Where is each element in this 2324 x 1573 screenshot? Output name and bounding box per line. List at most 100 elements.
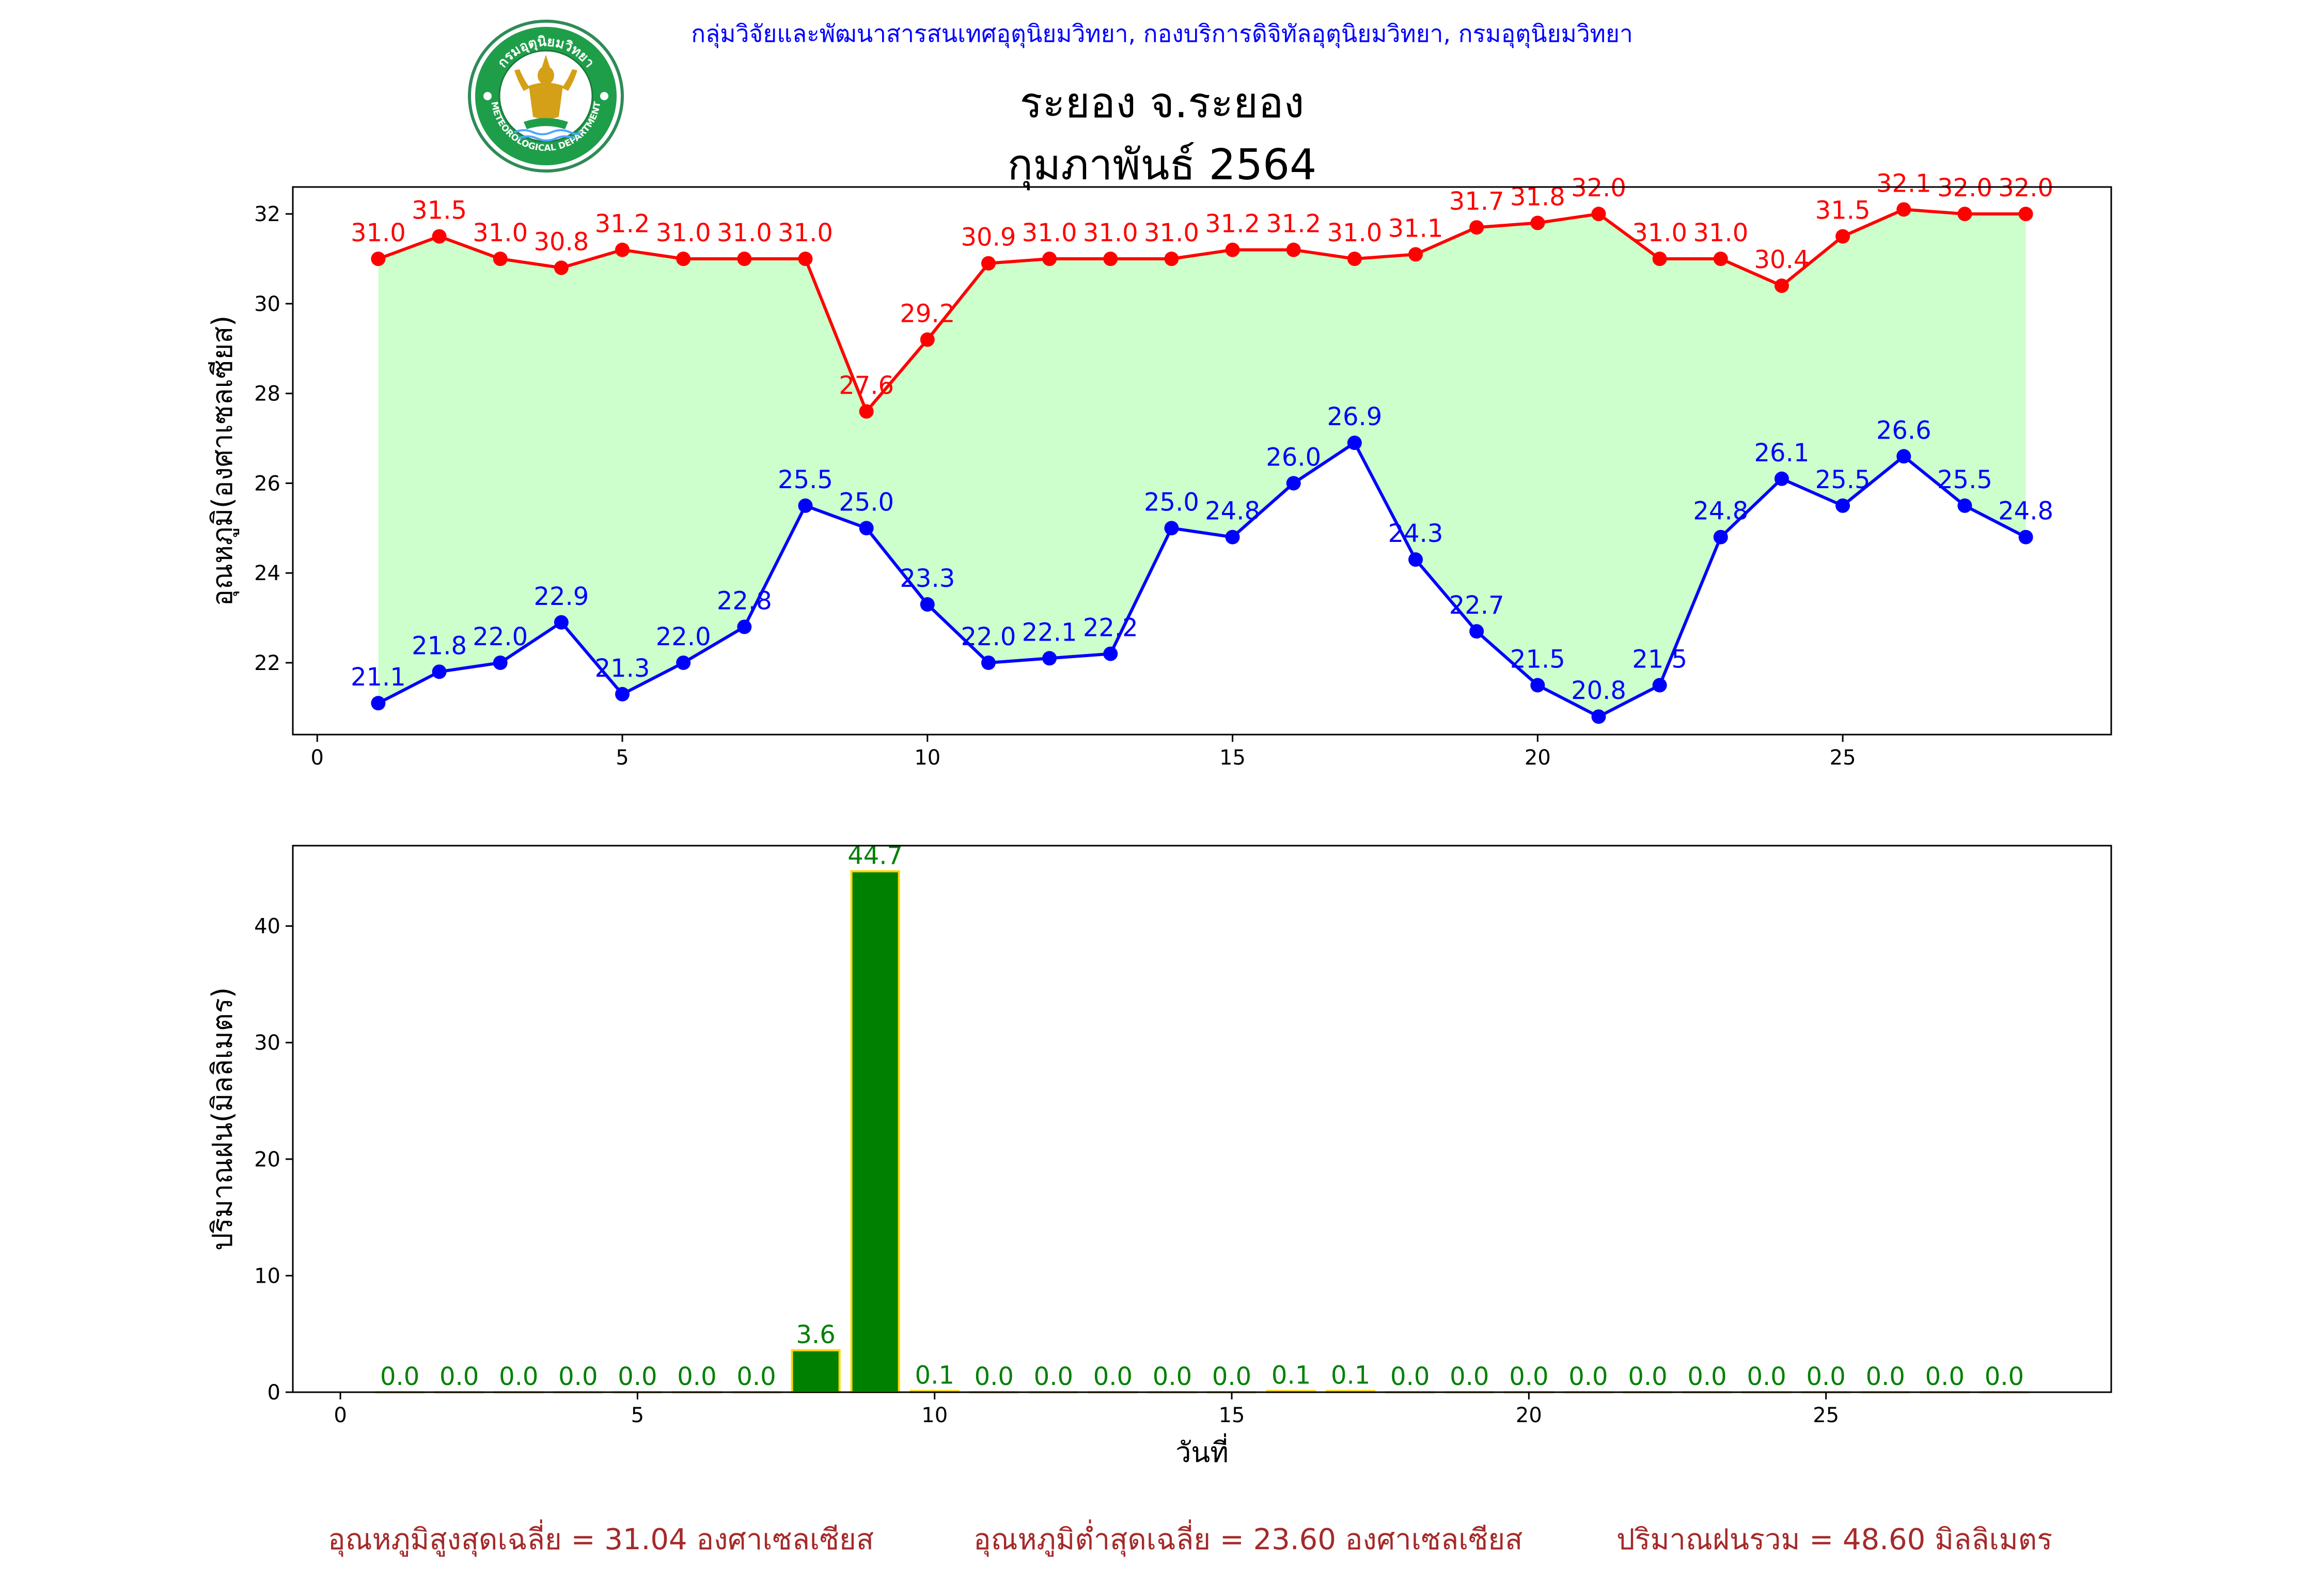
rainfall-data-label: 0.1: [1271, 1361, 1311, 1390]
min-temperature-point: [1164, 521, 1179, 536]
y-tick-label: 22: [254, 651, 280, 675]
max-temperature-data-label: 30.4: [1754, 245, 1810, 274]
min-temperature-point: [798, 498, 813, 513]
max-temperature-data-label: 32.0: [1937, 174, 1992, 203]
min-temperature-data-label: 25.0: [1144, 488, 1199, 517]
x-tick-label: 5: [616, 746, 629, 770]
min-temperature-data-label: 25.0: [839, 488, 894, 517]
rainfall-data-label: 0.0: [439, 1362, 479, 1391]
x-tick-label: 20: [1516, 1404, 1542, 1427]
min-temperature-point: [1042, 651, 1057, 666]
month-title: กุมภาพันธ์ 2564: [1007, 141, 1317, 190]
min-temperature-point: [859, 521, 874, 536]
rainfall-data-label: 0.0: [1568, 1362, 1608, 1391]
max-temperature-point: [371, 252, 386, 267]
rainfall-data-label: 0.0: [618, 1362, 657, 1391]
max-temperature-point: [2018, 207, 2033, 222]
max-temperature-point: [1835, 229, 1850, 244]
y-axis-label: อุณหภูมิ(องศาเซลเซียส): [206, 316, 240, 606]
temperature-chart: 31.031.531.0 30.831.2 31.0 31.0 31.027.629.2…: [206, 169, 2112, 770]
min-temperature-point: [1896, 449, 1911, 464]
max-temperature-point: [798, 252, 813, 267]
max-temperature-point: [615, 242, 630, 257]
max-temperature-data-label: 32.1: [1876, 169, 1932, 198]
rainfall-data-label: 0.1: [1331, 1361, 1370, 1390]
min-temperature-data-label: 24.8: [1693, 497, 1748, 526]
min-temperature-point: [1408, 552, 1423, 567]
rainfall-data-label: 0.0: [380, 1362, 419, 1391]
rainfall-data-label: 0.0: [1687, 1362, 1726, 1391]
min-temperature-point: [1469, 624, 1484, 639]
min-temperature-data-label: 25.5: [1937, 465, 1992, 494]
rainfall-data-label: 0.0: [1628, 1362, 1667, 1391]
rainfall-data-label: 0.0: [1153, 1362, 1192, 1391]
min-temperature-data-label: 22.9: [533, 582, 589, 611]
rainfall-data-label: 0.0: [1390, 1362, 1430, 1391]
min-temperature-point: [1530, 678, 1545, 693]
max-temperature-point: [1347, 252, 1362, 267]
min-temperature-point: [1652, 678, 1667, 693]
organization-line: กลุ่มวิจัยและพัฒนาสารสนเทศอุตุนิยมวิทยา,…: [691, 20, 1633, 48]
min-temperature-data-label: 22.2: [1083, 614, 1138, 643]
min-temperature-point: [981, 655, 996, 670]
y-tick-label: 26: [254, 472, 280, 495]
min-temperature-point: [1591, 709, 1606, 724]
max-temperature-data-label: 31.0: [656, 219, 711, 247]
max-temperature-data-label: 31.0: [1083, 219, 1138, 247]
rainfall-data-label: 0.0: [1450, 1362, 1489, 1391]
max-temperature-data-label: 31.2: [595, 210, 650, 239]
max-temperature-data-label: 29.2: [900, 299, 955, 328]
min-temperature-data-label: 21.1: [351, 663, 406, 692]
summary-row: อุณหภูมิสูงสุดเฉลี่ย = 31.04 องศาเซลเซีย…: [0, 1516, 2324, 1573]
min-temperature-point: [1103, 646, 1118, 661]
x-axis-label: วันที่: [1175, 1433, 1229, 1469]
max-temperature-point: [1103, 252, 1118, 267]
min-temperature-point: [1225, 529, 1240, 544]
max-temperature-data-label: 31.0: [351, 219, 406, 247]
min-temperature-data-label: 26.0: [1266, 443, 1321, 472]
max-temperature-point: [1225, 242, 1240, 257]
max-temperature-data-label: 31.2: [1266, 210, 1321, 239]
rainfall-data-label: 0.0: [1925, 1362, 1965, 1391]
rainfall-chart: 0.0 0.0 0.0 0.0 0.0 0.0 0.03.644.70.1 0.0 0.0 0.0…: [206, 842, 2112, 1469]
max-temperature-data-label: 31.0: [778, 219, 833, 247]
plot-frame: [292, 186, 2112, 736]
min-temperature-data-label: 26.6: [1876, 416, 1932, 445]
rainfall-bar: [850, 870, 900, 1393]
rainfall-data-label: 0.0: [1509, 1362, 1548, 1391]
max-temperature-line: [378, 208, 2026, 415]
rainfall-data-label: 0.0: [736, 1362, 776, 1391]
rainfall-data-label: 0.0: [1034, 1362, 1073, 1391]
min-temperature-data-label: 22.0: [961, 622, 1016, 651]
rainfall-data-label: 0.0: [558, 1362, 598, 1391]
min-temperature-data-label: 22.7: [1449, 591, 1504, 620]
min-temperature-data-label: 21.5: [1632, 645, 1687, 674]
min-temperature-data-label: 22.0: [473, 622, 528, 651]
x-tick-label: 25: [1813, 1404, 1839, 1427]
max-temperature-data-label: 31.0: [1693, 219, 1748, 247]
average-max-temperature: อุณหภูมิสูงสุดเฉลี่ย = 31.04 องศาเซลเซีย…: [328, 1523, 874, 1556]
min-temperature-point: [1835, 498, 1850, 513]
y-tick-label: 10: [254, 1264, 280, 1288]
rainfall-data-label: 0.0: [499, 1362, 538, 1391]
max-temperature-point: [1591, 207, 1606, 222]
min-temperature-data-label: 21.8: [412, 631, 467, 660]
max-temperature-data-label: 31.0: [473, 219, 528, 247]
min-temperature-data-label: 21.3: [595, 654, 650, 683]
min-temperature-point: [1713, 529, 1728, 544]
min-temperature-point: [1286, 476, 1301, 491]
x-tick-label: 10: [921, 1404, 948, 1427]
y-tick-label: 28: [254, 382, 280, 406]
rainfall-data-label: 0.0: [1212, 1362, 1251, 1391]
max-temperature-point: [1713, 252, 1728, 267]
min-temperature-data-label: 22.8: [717, 586, 772, 615]
min-temperature-data-label: 22.0: [656, 622, 711, 651]
max-temperature-data-label: 31.5: [1815, 196, 1871, 225]
min-temperature-data-label: 22.1: [1022, 618, 1077, 647]
max-temperature-point: [676, 252, 691, 267]
min-temperature-data-label: 25.5: [778, 465, 833, 494]
min-temperature-point: [676, 655, 691, 670]
x-tick-label: 5: [631, 1404, 644, 1427]
total-rainfall: ปริมาณฝนรวม = 48.60 มิลลิเมตร: [1616, 1523, 2053, 1556]
min-temperature-point: [432, 664, 447, 679]
